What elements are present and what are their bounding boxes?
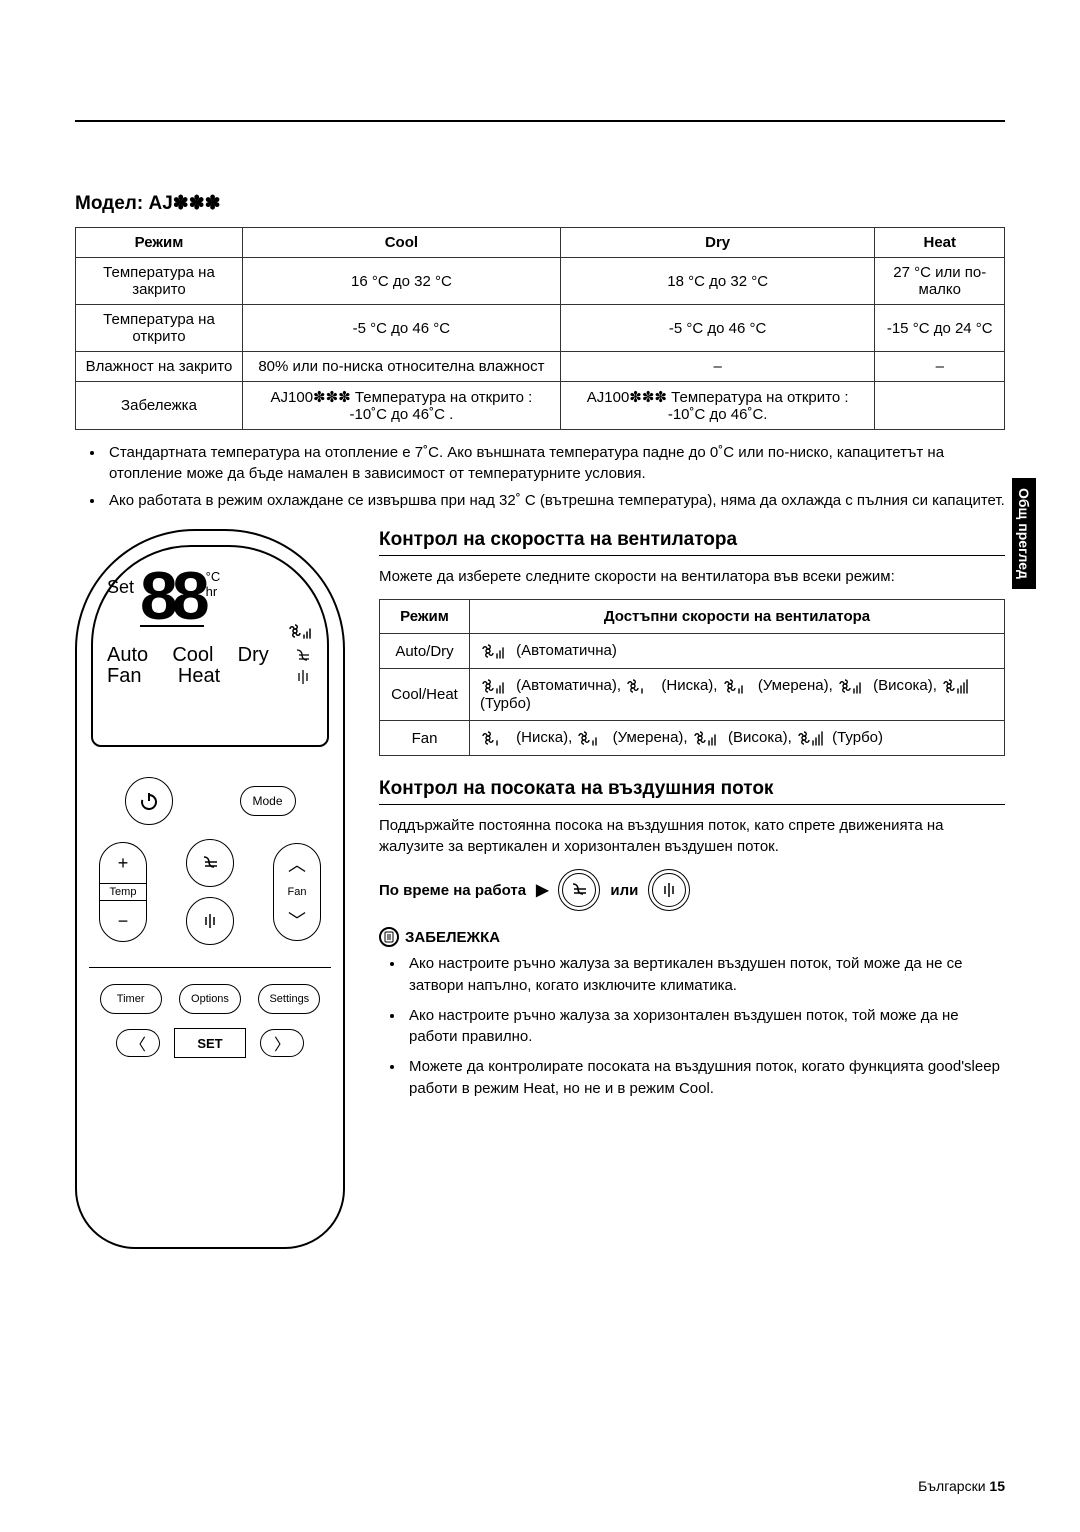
bullet: Стандартната температура на отопление е … [105, 442, 1005, 484]
during-operation-label: По време на работа [379, 882, 526, 899]
note-item: Можете да контролирате посоката на възду… [405, 1056, 1005, 1100]
swing-v-icon [568, 880, 590, 900]
airflow-intro: Поддържайте постоянна посока на въздушни… [379, 815, 1005, 857]
spec-table: Режим Cool Dry Heat Температура на закри… [75, 227, 1005, 430]
spec-h0: Режим [76, 228, 243, 258]
lcd-units: °Chr [206, 569, 221, 599]
fan-down[interactable]: ﹀ [288, 900, 306, 940]
spec-h1: Cool [242, 228, 560, 258]
remote-lcd: Set 88 °Chr Auto Cool Dry [91, 545, 329, 747]
fan-rocker[interactable]: ︿ Fan ﹀ [273, 843, 321, 941]
table-row: Fan (Ниска), (Умерена), (Висока), (Турбо… [380, 721, 1005, 756]
table-row: Cool/Heat (Автоматична), (Ниска), (Умере… [380, 669, 1005, 721]
spec-h2: Dry [560, 228, 875, 258]
swing-h-button-ref [648, 869, 690, 911]
table-row: Влажност на закрито80% или по-ниска отно… [76, 352, 1005, 382]
spec-h3: Heat [875, 228, 1005, 258]
page-footer: Български 15 [918, 1478, 1005, 1494]
fan-speed-table: Режим Достъпни скорости на вентилатора A… [379, 599, 1005, 756]
swing-v-button-ref [558, 869, 600, 911]
lcd-set-label: Set [107, 577, 134, 598]
remote-divider [89, 967, 331, 968]
table-row: Температура на открито-5 °C до 46 °C-5 °… [76, 305, 1005, 352]
table-row: Auto/Dry (Автоматична) [380, 634, 1005, 669]
note-list: Ако настроите ръчно жалуза за вертикален… [379, 953, 1005, 1100]
fan-speed-heading: Контрол на скоростта на вентилатора [379, 529, 1005, 556]
fan-label: Fan [274, 884, 320, 900]
swing-v-icon [199, 853, 221, 873]
swing-v-button[interactable] [186, 839, 234, 887]
swing-h-icon [293, 668, 313, 686]
note-item: Ако настроите ръчно жалуза за вертикален… [405, 953, 1005, 997]
side-tab: Общ преглед [1012, 478, 1036, 589]
spec-header-row: Режим Cool Dry Heat [76, 228, 1005, 258]
options-button[interactable]: Options [179, 984, 241, 1014]
top-rule [75, 120, 1005, 122]
fan-speed-intro: Можете да изберете следните скорости на … [379, 566, 1005, 587]
lcd-mode-fan: Fan [107, 666, 141, 687]
fan-up[interactable]: ︿ [288, 844, 306, 884]
temp-label: Temp [100, 883, 146, 901]
timer-button[interactable]: Timer [100, 984, 162, 1014]
fan-h1: Достъпни скорости на вентилатора [470, 600, 1005, 634]
left-button[interactable]: 〈 [116, 1029, 160, 1057]
footer-lang: Български [918, 1478, 985, 1494]
swing-h-icon [658, 880, 680, 900]
airflow-heading: Контрол на посоката на въздушния поток [379, 778, 1005, 805]
temp-plus[interactable]: + [118, 843, 129, 883]
fan-h0: Режим [380, 600, 470, 634]
fan-icon [287, 621, 313, 641]
table-row: ЗабележкаAJ100✽✽✽ Температура на открито… [76, 382, 1005, 430]
note-item: Ако настроите ръчно жалуза за хоризонтал… [405, 1005, 1005, 1049]
table-row: Температура на закрито16 °C до 32 °C18 °… [76, 258, 1005, 305]
lcd-mode-cool: Cool [172, 645, 213, 666]
power-icon [138, 790, 160, 812]
temp-minus[interactable]: − [118, 901, 129, 941]
or-label: или [610, 882, 638, 899]
lcd-mode-heat: Heat [178, 666, 220, 687]
temp-rocker[interactable]: + Temp − [99, 842, 147, 942]
note-icon [379, 927, 399, 947]
note-heading: ЗАБЕЛЕЖКА [379, 927, 1005, 947]
mode-button[interactable]: Mode [240, 786, 296, 816]
swing-v-icon [293, 647, 313, 665]
settings-button[interactable]: Settings [258, 984, 320, 1014]
swing-h-icon [199, 911, 221, 931]
lcd-mode-auto: Auto [107, 645, 148, 666]
triangle-icon: ▶ [536, 880, 548, 900]
set-button[interactable]: SET [174, 1028, 246, 1058]
lcd-digits: 88 [140, 569, 204, 627]
lcd-mode-dry: Dry [238, 645, 269, 666]
swing-h-button[interactable] [186, 897, 234, 945]
model-title: Модел: AJ✽✽✽ [75, 192, 1005, 215]
bullet: Ако работата в режим охлаждане се извърш… [105, 490, 1005, 511]
remote-illustration: Set 88 °Chr Auto Cool Dry [75, 529, 345, 1249]
spec-bullets: Стандартната температура на отопление е … [75, 442, 1005, 511]
power-button[interactable] [125, 777, 173, 825]
right-button[interactable]: 〉 [260, 1029, 304, 1057]
footer-page: 15 [989, 1478, 1005, 1494]
airflow-instruction: По време на работа ▶ или [379, 869, 1005, 911]
